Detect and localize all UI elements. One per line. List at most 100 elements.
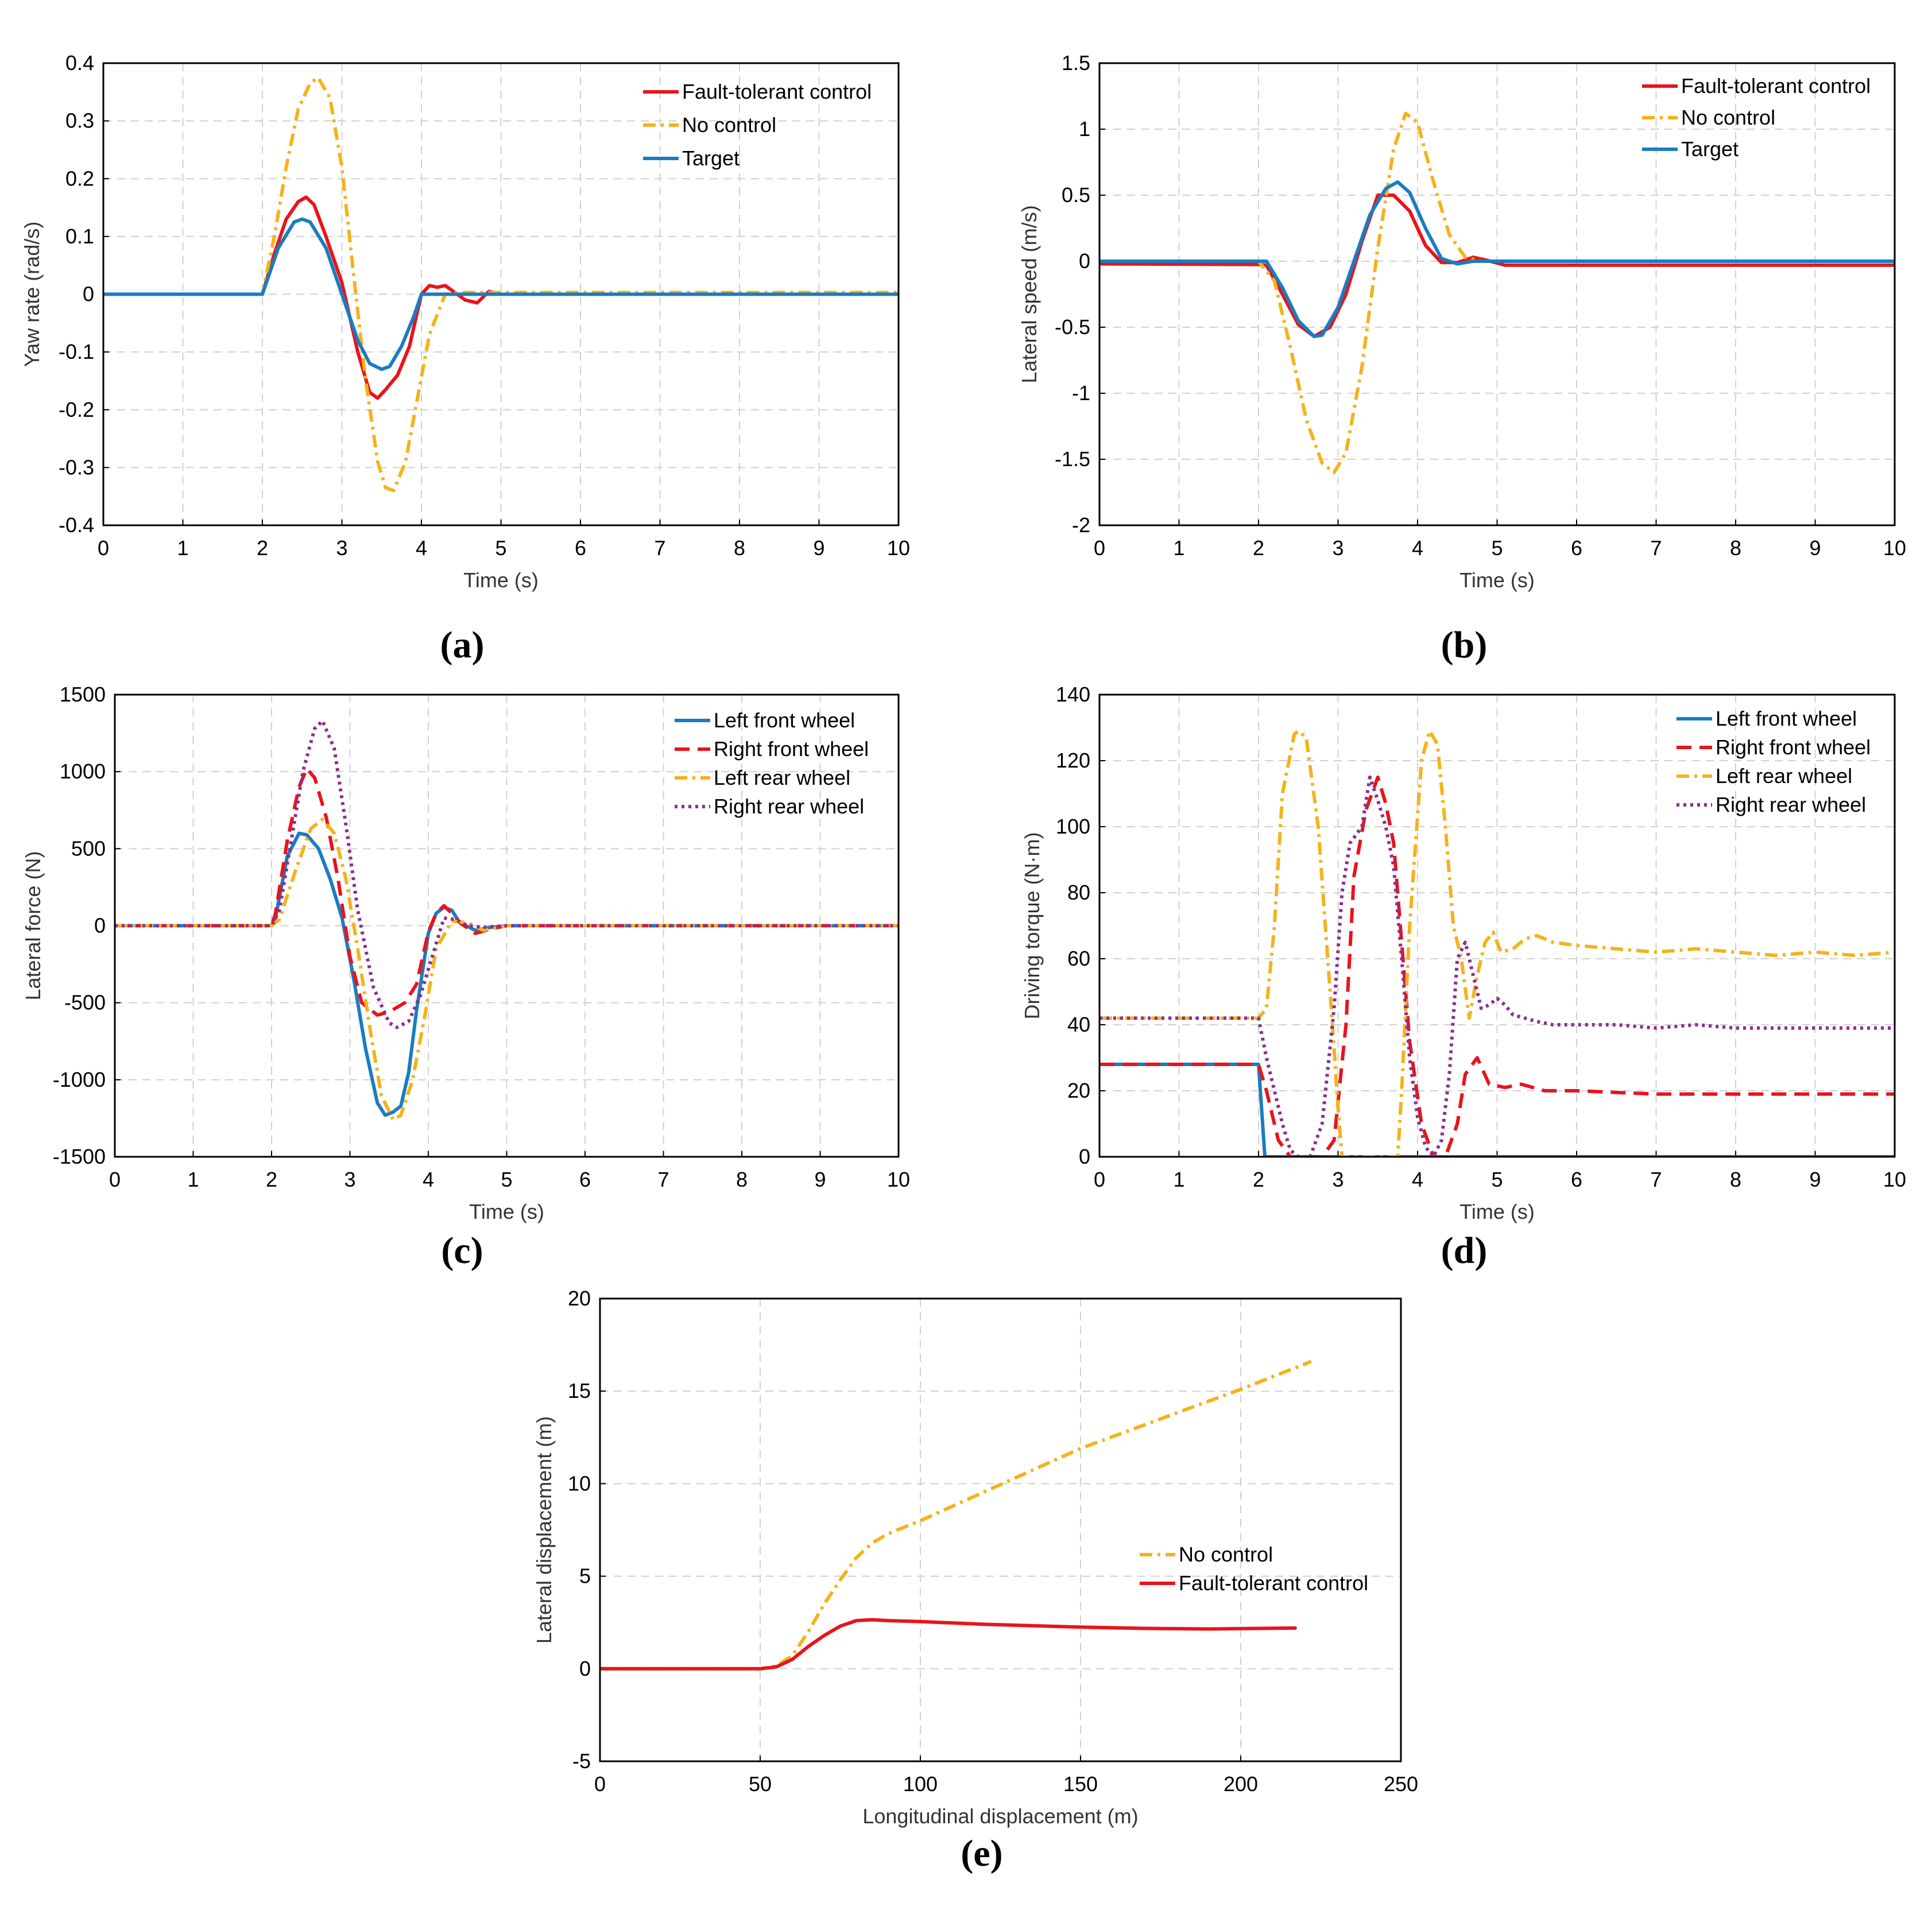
y-tick-label: 0	[1079, 249, 1090, 273]
x-axis-label: Time (s)	[469, 1200, 544, 1223]
legend-label: Target	[682, 146, 739, 170]
y-tick-label: 0	[579, 1657, 591, 1680]
x-tick-label: 6	[1571, 536, 1582, 560]
x-tick-label: 9	[814, 1168, 826, 1191]
y-tick-label: 5	[579, 1564, 591, 1588]
legend-label: Fault-tolerant control	[1681, 74, 1871, 98]
series-line-fault-tolerant-control	[1099, 193, 1895, 339]
series-group	[103, 76, 899, 493]
x-tick-label: 4	[1412, 1168, 1423, 1191]
y-tick-label: 0.1	[65, 224, 94, 248]
plot-frame	[1098, 693, 1896, 1158]
legend-label: Fault-tolerant control	[682, 80, 872, 103]
y-tick-label: -500	[64, 991, 106, 1014]
y-tick-label: -0.2	[59, 398, 94, 421]
x-tick-label: 9	[1809, 1168, 1821, 1191]
legend: Fault-tolerant control No control Target	[643, 80, 872, 170]
legend: No control Fault-tolerant control	[1140, 1543, 1368, 1595]
series-line-no-control	[1099, 111, 1895, 474]
x-tick-label: 0	[1094, 1168, 1105, 1191]
chart-a: 0 1 2 3 4 5 6 7 8 9 10 -0.4 -0.3 -0.2 -0.1 0 0.1 0.2 0.3 0.…	[20, 51, 910, 592]
x-tick-label: 4	[416, 536, 427, 560]
y-axis-label: Lateral force (N)	[21, 851, 45, 1000]
x-tick-label: 9	[1809, 536, 1821, 560]
x-tick-label: 1	[1173, 1168, 1184, 1191]
x-tick-label: 4	[423, 1168, 434, 1191]
plot-frame	[102, 62, 900, 526]
x-tick-label: 1	[177, 536, 188, 560]
x-tick-label: 3	[1332, 1168, 1344, 1191]
x-tick-label: 4	[1412, 536, 1423, 560]
x-tick-label: 9	[813, 536, 824, 560]
y-tick-label: -0.3	[59, 455, 94, 479]
y-tick-label: 120	[1056, 749, 1090, 772]
x-tick-label: 8	[734, 536, 745, 560]
plot-frame	[599, 1297, 1402, 1762]
legend-label: Left front wheel	[714, 708, 855, 732]
x-tick-label: 50	[749, 1772, 772, 1796]
legend-label: No control	[1681, 106, 1775, 129]
panel-caption-a: (a)	[440, 624, 485, 666]
x-tick-label: 2	[266, 1168, 277, 1191]
x-tick-label: 6	[575, 536, 586, 560]
legend-label: Left front wheel	[1716, 707, 1857, 730]
y-tick-label: 500	[71, 836, 106, 860]
y-tick-label: -1500	[53, 1145, 106, 1168]
legend-label: Fault-tolerant control	[1179, 1571, 1368, 1595]
y-tick-label: 1500	[60, 683, 106, 706]
x-tick-label: 6	[579, 1168, 591, 1191]
legend: Fault-tolerant control No control Target	[1642, 74, 1871, 161]
x-tick-label: 200	[1224, 1772, 1258, 1796]
y-tick-label: 10	[568, 1471, 591, 1495]
legend-label: No control	[1179, 1543, 1273, 1566]
x-tick-label: 100	[903, 1772, 938, 1796]
series-line-target	[103, 217, 899, 371]
x-tick-label: 1	[187, 1168, 199, 1191]
y-tick-label: -5	[572, 1749, 591, 1773]
y-tick-label: 60	[1067, 947, 1090, 970]
x-tick-label: 10	[887, 1168, 910, 1191]
x-tick-label: 3	[336, 536, 347, 560]
y-tick-label: 0	[94, 914, 106, 937]
x-tick-label: 1	[1173, 536, 1184, 560]
y-axis-label: Lateral displacement (m)	[532, 1416, 556, 1644]
x-tick-label: 7	[1650, 1168, 1662, 1191]
panel-caption-b: (b)	[1441, 624, 1488, 666]
x-tick-label: 7	[654, 536, 665, 560]
x-tick-label: 8	[1730, 1168, 1741, 1191]
panel-caption-d: (d)	[1441, 1230, 1488, 1272]
y-tick-label: 1.5	[1062, 51, 1090, 75]
y-tick-label: 0	[1079, 1145, 1090, 1168]
y-tick-label: -1.5	[1055, 447, 1090, 471]
x-tick-label: 5	[501, 1168, 512, 1191]
x-tick-label: 0	[109, 1168, 121, 1191]
x-axis-label: Time (s)	[1459, 568, 1535, 592]
y-tick-label: 1	[1079, 117, 1090, 141]
series-line-target	[1099, 180, 1895, 339]
y-tick-label: -1	[1072, 381, 1090, 405]
y-tick-label: 0.4	[65, 51, 94, 75]
series-group	[115, 719, 899, 1122]
legend-label: Right rear wheel	[1716, 793, 1866, 816]
x-tick-label: 7	[657, 1168, 669, 1191]
y-tick-label: 0	[83, 282, 94, 306]
legend-label: Right front wheel	[714, 737, 869, 761]
y-tick-label: 20	[1067, 1079, 1090, 1102]
series-line-fault-tolerant-control	[103, 195, 899, 400]
x-tick-label: 5	[495, 536, 506, 560]
x-tick-label: 6	[1571, 1168, 1582, 1191]
y-tick-label: 100	[1056, 815, 1090, 838]
y-axis-label: Driving torque (N·m)	[1020, 832, 1044, 1019]
y-tick-label: 80	[1067, 881, 1090, 904]
x-axis-label: Time (s)	[1459, 1200, 1535, 1223]
y-tick-label: -0.5	[1055, 315, 1090, 339]
legend-label: Right rear wheel	[714, 795, 864, 818]
x-tick-label: 8	[736, 1168, 748, 1191]
x-tick-label: 5	[1491, 1168, 1503, 1191]
x-tick-label: 10	[1883, 1168, 1906, 1191]
x-tick-label: 2	[1253, 1168, 1264, 1191]
chart-b: 0 1 2 3 4 5 6 7 8 9 10 -2 -1.5 -1 -0.5 0 0.5 1 1.5 Time (s)…	[1017, 51, 1906, 592]
y-tick-label: 40	[1067, 1013, 1090, 1036]
